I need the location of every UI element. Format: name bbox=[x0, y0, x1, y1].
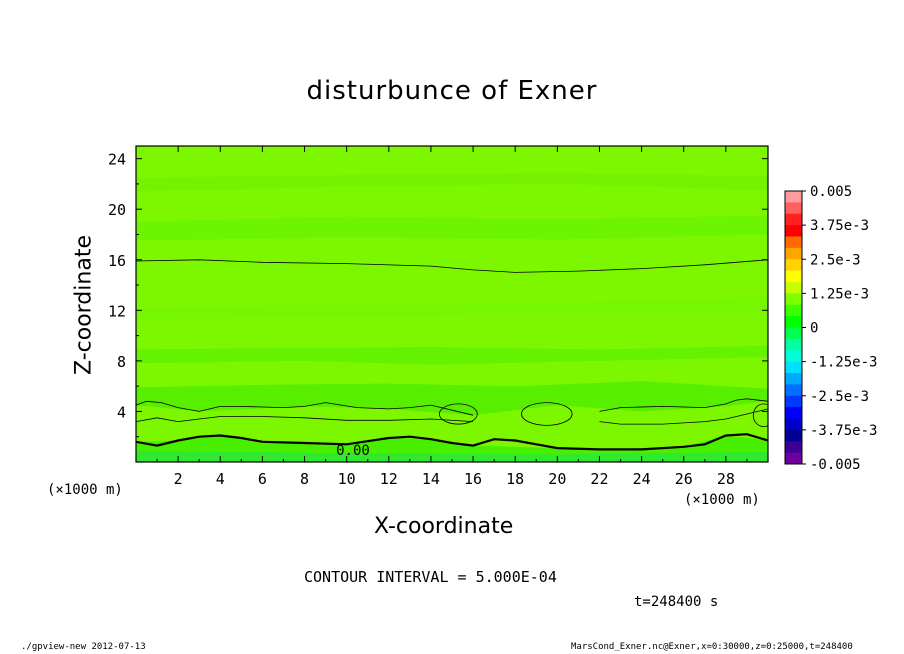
colorbar-swatch bbox=[785, 191, 802, 203]
x-tick-label-10: 10 bbox=[338, 470, 356, 488]
x-tick-label-2: 2 bbox=[174, 470, 183, 488]
colorbar-swatch bbox=[785, 247, 802, 260]
x-unit-left: (×1000 m) bbox=[47, 482, 123, 498]
y-axis-label: Z-coordinate bbox=[71, 235, 97, 375]
colorbar-swatch bbox=[785, 373, 802, 385]
colorbar-swatch bbox=[785, 338, 802, 351]
x-tick-label-26: 26 bbox=[675, 470, 693, 488]
band-top-strip bbox=[136, 172, 768, 192]
colorbar-swatch bbox=[785, 429, 802, 442]
x-tick-label-8: 8 bbox=[300, 470, 309, 488]
contour-loop-2 bbox=[752, 403, 768, 428]
x-tick-label-12: 12 bbox=[380, 470, 398, 488]
colorbar-swatch bbox=[785, 293, 802, 306]
x-unit-right: (×1000 m) bbox=[684, 492, 760, 508]
contour-right-band-top bbox=[599, 398, 768, 412]
x-tick-label-18: 18 bbox=[506, 470, 524, 488]
x-tick-label-24: 24 bbox=[633, 470, 651, 488]
colorbar-swatch bbox=[785, 452, 802, 465]
contour-z3.5 bbox=[136, 416, 474, 423]
chart-title: disturbunce of Exner bbox=[306, 76, 598, 106]
colorbar-swatch bbox=[785, 418, 802, 431]
contour-loop-0 bbox=[438, 403, 478, 425]
colorbar-label: 2.5e-3 bbox=[810, 252, 861, 268]
contour-right-band bbox=[599, 408, 768, 425]
colorbar-swatch bbox=[785, 361, 802, 374]
band-upper-band bbox=[136, 297, 768, 321]
colorbar-label: -2.5e-3 bbox=[810, 389, 869, 405]
colorbar-swatch bbox=[785, 327, 802, 340]
x-tick-label-4: 4 bbox=[216, 470, 225, 488]
colorbar-swatch bbox=[785, 441, 802, 454]
x-tick-label-14: 14 bbox=[422, 470, 440, 488]
colorbar-swatch bbox=[785, 225, 802, 237]
x-tick-label-22: 22 bbox=[590, 470, 608, 488]
y-tick-label-16: 16 bbox=[108, 252, 126, 270]
colorbar-label: 3.75e-3 bbox=[810, 218, 869, 234]
contour-zero bbox=[136, 433, 768, 451]
colorbar-label: -0.005 bbox=[810, 457, 861, 473]
y-tick-label-8: 8 bbox=[117, 353, 126, 371]
y-tick-label-12: 12 bbox=[108, 302, 126, 320]
x-tick-label-28: 28 bbox=[717, 470, 735, 488]
source-info: MarsCond_Exner.nc@Exner,x=0:30000,z=0:25… bbox=[571, 642, 853, 652]
colorbar-swatch bbox=[785, 395, 802, 408]
colorbar-swatch bbox=[785, 384, 802, 397]
program-info: ./gpview-new 2012-07-13 bbox=[21, 642, 146, 652]
band-top-band bbox=[136, 215, 768, 241]
colorbar-swatch bbox=[785, 236, 802, 249]
y-tick-label-4: 4 bbox=[117, 403, 126, 421]
colorbar-label: -3.75e-3 bbox=[810, 423, 877, 439]
contour-z4.5 bbox=[136, 400, 474, 416]
colorbar-swatch bbox=[785, 282, 802, 294]
colorbar-swatch bbox=[785, 213, 802, 226]
x-tick-label-16: 16 bbox=[464, 470, 482, 488]
colorbar-swatch bbox=[785, 259, 802, 272]
contour-z16 bbox=[136, 259, 768, 273]
band-bottom-strip bbox=[136, 450, 768, 462]
x-tick-label-6: 6 bbox=[258, 470, 267, 488]
colorbar-swatch bbox=[785, 202, 802, 215]
x-tick-label-20: 20 bbox=[548, 470, 566, 488]
contour-interval: CONTOUR INTERVAL = 5.000E-04 bbox=[304, 568, 557, 586]
band-mid-band-2 bbox=[136, 345, 768, 365]
colorbar-swatch bbox=[785, 270, 802, 283]
colorbar-swatch bbox=[785, 316, 802, 328]
colorbar-label: 0.005 bbox=[810, 184, 852, 200]
colorbar-label: 1.25e-3 bbox=[810, 286, 869, 302]
time-stamp: t=248400 s bbox=[634, 594, 719, 610]
colorbar-swatch bbox=[785, 407, 802, 419]
x-axis-label: X-coordinate bbox=[374, 514, 514, 539]
y-tick-label-24: 24 bbox=[108, 151, 126, 169]
colorbar-label: -1.25e-3 bbox=[810, 355, 877, 371]
contour-loop-1 bbox=[521, 402, 573, 426]
y-tick-label-20: 20 bbox=[108, 201, 126, 219]
colorbar-label: 0 bbox=[810, 321, 818, 337]
colorbar-swatch bbox=[785, 350, 802, 363]
colorbar-swatch bbox=[785, 304, 802, 317]
contour-label-zero: 0.00 bbox=[336, 443, 370, 459]
